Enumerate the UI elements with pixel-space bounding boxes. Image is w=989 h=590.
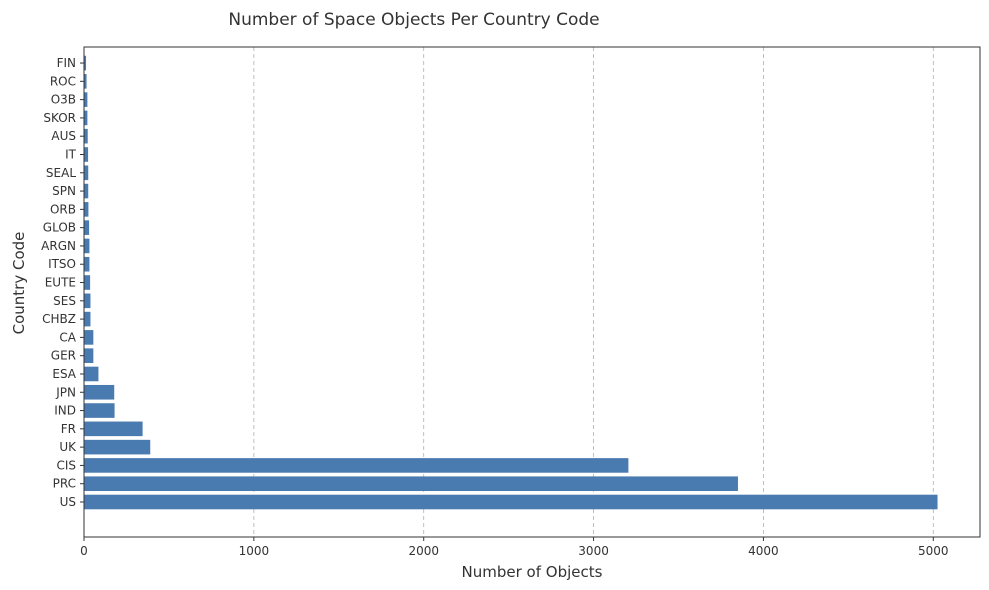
bar	[84, 202, 89, 217]
y-tick-label: CIS	[56, 458, 76, 472]
bar	[84, 348, 94, 363]
y-tick-label: O3B	[51, 93, 76, 107]
bar	[84, 439, 151, 455]
bar	[84, 220, 90, 235]
y-tick-label: SEAL	[46, 166, 76, 180]
x-tick-label: 2000	[408, 544, 439, 558]
bar	[84, 458, 629, 473]
bar	[84, 147, 89, 162]
bar	[84, 183, 89, 199]
x-axis-ticks: 0 1000 2000 3000 4000 5000	[80, 537, 949, 558]
bar	[84, 293, 91, 309]
x-axis-label: Number of Objects	[462, 563, 603, 581]
y-tick-label: ROC	[50, 74, 76, 88]
bar	[84, 384, 115, 400]
y-tick-label: US	[60, 495, 76, 509]
y-tick-label: GER	[51, 349, 76, 363]
x-tick-label: 0	[80, 544, 88, 558]
y-tick-label: ITSO	[48, 257, 76, 271]
bar	[84, 476, 738, 492]
y-tick-label: ARGN	[41, 239, 76, 253]
bar	[84, 421, 143, 437]
bar	[84, 330, 94, 345]
y-tick-label: GLOB	[43, 221, 76, 235]
bar	[84, 403, 115, 418]
y-tick-label: UK	[59, 440, 77, 454]
y-tick-label: FIN	[57, 56, 76, 70]
bar	[84, 238, 90, 254]
y-axis-label: Country Code	[10, 232, 28, 335]
bars	[84, 55, 938, 510]
y-tick-label: PRC	[53, 477, 76, 491]
y-tick-label: SES	[53, 294, 76, 308]
bar	[84, 55, 87, 71]
y-tick-label: ESA	[52, 367, 76, 381]
bar	[84, 92, 88, 107]
bar	[84, 256, 90, 272]
y-tick-label: EUTE	[45, 276, 76, 290]
chart-title: Number of Space Objects Per Country Code	[228, 10, 599, 30]
bar	[84, 311, 91, 327]
x-tick-label: 5000	[918, 544, 949, 558]
x-tick-label: 1000	[239, 544, 270, 558]
y-tick-label: ORB	[50, 202, 76, 216]
bar	[84, 128, 88, 144]
bar	[84, 494, 938, 510]
y-tick-label: FR	[61, 422, 76, 436]
bar	[84, 366, 99, 382]
bar	[84, 165, 89, 181]
y-axis-ticks: USPRCCISUKFRINDJPNESAGERCACHBZSESEUTEITS…	[41, 56, 84, 509]
y-tick-label: IT	[65, 147, 77, 161]
y-tick-label: CHBZ	[42, 312, 76, 326]
y-tick-label: IND	[54, 404, 76, 418]
y-tick-label: AUS	[51, 129, 76, 143]
x-tick-label: 4000	[748, 544, 779, 558]
bar	[84, 74, 87, 89]
y-tick-label: CA	[59, 330, 76, 344]
y-tick-label: SPN	[52, 184, 76, 198]
bar	[84, 275, 91, 290]
x-tick-label: 3000	[578, 544, 609, 558]
y-tick-label: JPN	[55, 385, 76, 399]
y-tick-label: SKOR	[43, 111, 76, 125]
bar	[84, 110, 88, 126]
plot-frame	[83, 46, 981, 538]
